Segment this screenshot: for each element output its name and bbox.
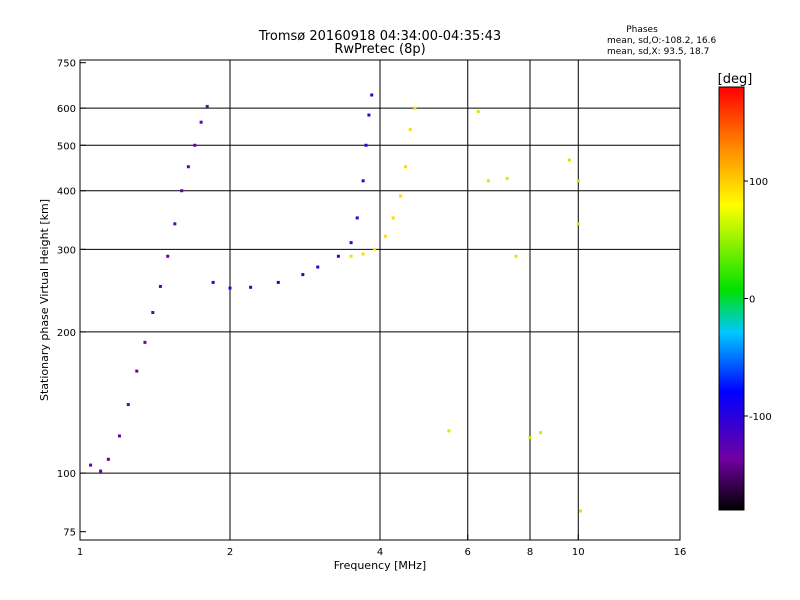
x-axis-ticks: 1 2 4 6 8 10 16: [77, 534, 687, 558]
phases-legend-title: Phases: [626, 25, 658, 35]
data-point: [391, 216, 395, 220]
data-point: [349, 241, 353, 245]
y-tick-label: 400: [57, 187, 76, 198]
data-point: [408, 128, 412, 132]
y-tick-label: 100: [57, 469, 76, 480]
data-point: [505, 176, 509, 180]
data-point: [578, 509, 582, 513]
data-point: [135, 369, 139, 373]
data-point: [486, 179, 490, 183]
data-point: [413, 106, 417, 110]
colorbar-label: [deg]: [718, 72, 753, 87]
data-point: [367, 113, 371, 117]
data-point: [316, 265, 320, 269]
data-point: [199, 120, 203, 124]
data-point: [186, 165, 190, 169]
data-point: [514, 254, 518, 258]
colorbar-tick-label: -100: [749, 412, 772, 423]
data-point: [528, 436, 532, 440]
x-tick-label: 6: [465, 547, 471, 558]
data-points: [89, 93, 582, 513]
phases-legend-x: mean, sd,X: 93.5, 18.7: [607, 47, 709, 57]
data-point: [180, 189, 184, 193]
data-point: [476, 110, 480, 114]
data-point: [567, 158, 571, 162]
data-point: [158, 284, 162, 288]
y-tick-label: 300: [57, 245, 76, 256]
chart-title: Tromsø 20160918 04:34:00-04:35:43: [258, 29, 501, 44]
data-point: [361, 252, 365, 256]
data-point: [399, 194, 403, 198]
y-axis-ticks: 75 100 200 300 400 500 600 750: [57, 59, 86, 539]
data-point: [173, 222, 177, 226]
x-tick-label: 16: [674, 547, 687, 558]
data-point: [576, 222, 580, 226]
data-point: [355, 216, 359, 220]
data-point: [336, 254, 340, 258]
x-tick-label: 2: [227, 547, 233, 558]
data-point: [576, 179, 580, 183]
colorbar: [718, 86, 745, 511]
phases-legend-o: mean, sd,O:-108.2, 16.6: [607, 36, 717, 46]
data-point: [349, 254, 353, 258]
y-tick-label: 750: [57, 59, 76, 70]
data-point: [228, 286, 232, 290]
data-point: [301, 273, 305, 277]
data-point: [249, 285, 253, 289]
data-point: [447, 429, 451, 433]
data-point: [89, 463, 93, 467]
data-point: [361, 179, 365, 183]
colorbar-ticks: 100 0 -100: [744, 177, 772, 423]
data-point: [383, 234, 387, 238]
y-tick-label: 500: [57, 141, 76, 152]
x-tick-label: 8: [527, 547, 533, 558]
data-point: [373, 247, 377, 251]
data-point: [151, 310, 155, 314]
data-point: [539, 431, 543, 435]
data-point: [370, 93, 374, 97]
data-point: [166, 254, 170, 258]
x-axis-label: Frequency [MHz]: [334, 559, 426, 572]
data-point: [193, 143, 197, 147]
data-point: [126, 403, 130, 407]
grid-lines: [80, 60, 680, 540]
data-point: [99, 469, 103, 473]
x-tick-label: 1: [77, 547, 83, 558]
colorbar-tick-label: 0: [749, 295, 755, 306]
data-point: [364, 143, 368, 147]
data-point: [403, 165, 407, 169]
data-point: [276, 280, 280, 284]
data-point: [211, 280, 215, 284]
chart-subtitle: RwPretec (8p): [334, 42, 425, 57]
data-point: [143, 340, 147, 344]
y-tick-label: 200: [57, 328, 76, 339]
data-point: [106, 457, 110, 461]
x-tick-label: 10: [572, 547, 585, 558]
data-point: [117, 434, 121, 438]
y-tick-label: 600: [57, 104, 76, 115]
colorbar-tick-label: 100: [749, 177, 768, 188]
y-axis-label: Stationary phase Virtual Height [km]: [38, 199, 51, 401]
x-tick-label: 4: [377, 547, 383, 558]
y-tick-label: 75: [63, 528, 76, 539]
data-point: [205, 104, 209, 108]
